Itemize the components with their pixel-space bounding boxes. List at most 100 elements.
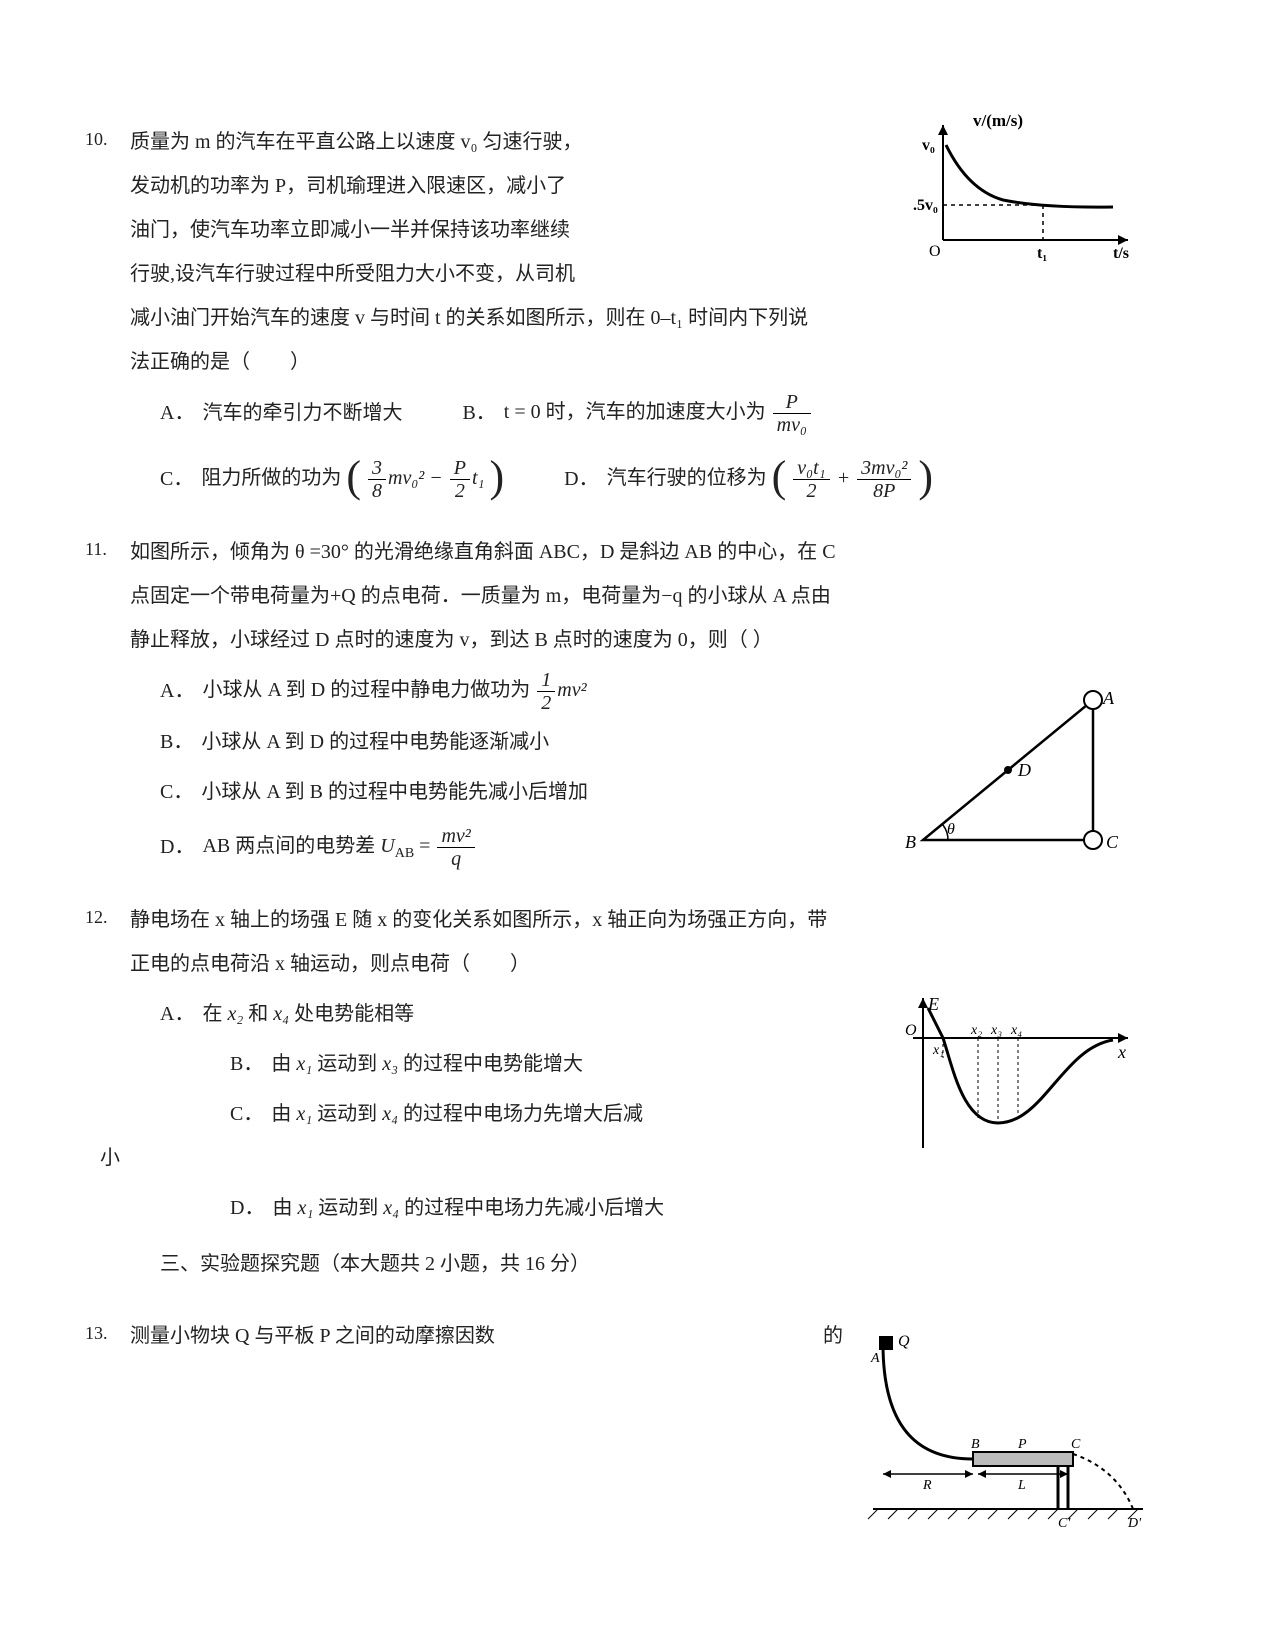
- t: 由: [272, 1197, 297, 1219]
- x: x₃: [382, 1053, 398, 1075]
- svg-text:C': C': [1058, 1516, 1071, 1531]
- svg-text:v₀: v₀: [922, 137, 935, 154]
- text: 阻力所做的功为: [201, 467, 341, 489]
- option-text: 由 x₁ 运动到 x₄ 的过程中电场力先增大后减: [271, 1092, 643, 1136]
- q13-figure: Q A B P C: [853, 1324, 1153, 1550]
- q10-option-d: D． 汽车行驶的位移为 ( v₀t₁2 + 3mv₀²8P ): [564, 456, 933, 502]
- svg-text:t₁: t₁: [1037, 245, 1047, 262]
- option-text: 在 x₂ 和 x₄ 处电势能相等: [202, 992, 414, 1036]
- tail: mv₀²: [388, 467, 424, 489]
- section-3-title: 三、实验题探究题（本大题共 2 小题，共 16 分）: [130, 1242, 1093, 1286]
- tail: t₁: [472, 467, 485, 489]
- numerator: 3mv₀²: [857, 457, 911, 479]
- svg-text:x₂: x₂: [970, 1023, 982, 1038]
- denominator: 2: [450, 479, 470, 502]
- option-text: 汽车的牵引力不断增大: [202, 391, 402, 435]
- q10-option-c: C． 阻力所做的功为 ( 38mv₀² − P2t₁ ): [160, 456, 504, 502]
- option-text: 小球从 A 到 D 的过程中静电力做功为 12mv²: [202, 668, 586, 714]
- svg-text:0.5v₀: 0.5v₀: [913, 197, 938, 214]
- option-label: B．: [462, 391, 495, 435]
- t: 运动到: [312, 1053, 382, 1075]
- option-label: D．: [230, 1186, 264, 1230]
- option-text: 小球从 A 到 D 的过程中电势能逐渐减小: [201, 720, 549, 764]
- option-label: C．: [230, 1092, 263, 1136]
- q11-line: 点固定一个带电荷量为+Q 的点电荷．一质量为 m，电荷量为−q 的小球从 A 点…: [130, 574, 1093, 618]
- x: x₄: [382, 1103, 398, 1125]
- t: 在: [202, 1003, 227, 1025]
- question-number: 13.: [85, 1314, 108, 1354]
- numerator: 1: [537, 669, 555, 691]
- q10-figure: v/(m/s) v₀ 0.5v₀ O t₁ t/s: [913, 110, 1143, 286]
- option-label: C．: [160, 457, 193, 501]
- q11-line: 如图所示，倾角为 θ =30° 的光滑绝缘直角斜面 ABC，D 是斜边 AB 的…: [130, 530, 1093, 574]
- sub: AB: [395, 846, 414, 861]
- t: 处电势能相等: [289, 1003, 414, 1025]
- t: 和: [243, 1003, 273, 1025]
- svg-text:θ: θ: [947, 821, 955, 838]
- x: x₄: [383, 1197, 399, 1219]
- denominator: 2: [793, 479, 829, 502]
- svg-text:A: A: [1102, 688, 1115, 708]
- option-text: 由 x₁ 运动到 x₄ 的过程中电场力先减小后增大: [272, 1186, 664, 1230]
- q13-stem-left: 测量小物块 Q 与平板 P 之间的动摩擦因数: [130, 1314, 495, 1358]
- svg-text:O: O: [929, 243, 941, 260]
- svg-text:x₁: x₁: [932, 1043, 944, 1058]
- svg-text:A: A: [870, 1351, 880, 1366]
- question-number: 12.: [85, 898, 108, 938]
- option-label: D．: [160, 825, 194, 869]
- option-label: C．: [160, 770, 193, 814]
- q12-stem: 静电场在 x 轴上的场强 E 随 x 的变化关系如图所示，x 轴正向为场强正方向…: [130, 898, 1093, 986]
- q11-line: 静止释放，小球经过 D 点时的速度为 v，到达 B 点时的速度为 0，则（ ）: [130, 618, 1093, 662]
- denominator: mv₀: [773, 413, 811, 436]
- q10-line: 减小油门开始汽车的速度 v 与时间 t 的关系如图所示，则在 0–t₁ 时间内下…: [130, 296, 1093, 340]
- question-13: 13. 测量小物块 Q 与平板 P 之间的动摩擦因数 的 Q A B P C: [130, 1314, 1093, 1358]
- t: 的过程中电场力先增大后减: [398, 1103, 643, 1125]
- svg-text:B: B: [971, 1437, 980, 1452]
- option-label: D．: [564, 457, 598, 501]
- x: x₁: [296, 1103, 312, 1125]
- x: x₂: [227, 1003, 243, 1025]
- q12-option-d: D． 由 x₁ 运动到 x₄ 的过程中电场力先减小后增大: [160, 1186, 1093, 1230]
- question-number: 11.: [85, 530, 107, 570]
- svg-text:C: C: [1071, 1437, 1081, 1452]
- x: x₁: [296, 1053, 312, 1075]
- svg-text:E: E: [927, 994, 939, 1014]
- option-text: 阻力所做的功为 ( 38mv₀² − P2t₁ ): [201, 456, 504, 502]
- question-12: 12. 静电场在 x 轴上的场强 E 随 x 的变化关系如图所示，x 轴正向为场…: [130, 898, 1093, 1286]
- option-text: 小球从 A 到 B 的过程中电势能先减小后增加: [201, 770, 588, 814]
- svg-text:R: R: [922, 1478, 932, 1493]
- numerator: P: [450, 457, 470, 479]
- svg-text:C: C: [1106, 832, 1119, 852]
- text: AB 两点间的电势差: [202, 835, 375, 857]
- q12-line: 正电的点电荷沿 x 轴运动，则点电荷（ ）: [130, 942, 1093, 986]
- eq: =: [419, 835, 435, 857]
- t: 的过程中电场力先减小后增大: [399, 1197, 664, 1219]
- q10-option-a: A． 汽车的牵引力不断增大: [160, 391, 402, 435]
- q11-figure: A B C D θ: [903, 680, 1133, 886]
- q13-stem-right: 的: [823, 1314, 843, 1358]
- numerator: P: [773, 391, 811, 413]
- option-label: A．: [160, 669, 194, 713]
- numerator: mv²: [437, 825, 474, 847]
- text: t = 0 时，汽车的加速度大小为: [504, 401, 766, 423]
- option-label: B．: [160, 720, 193, 764]
- q10-line: 法正确的是（ ）: [130, 340, 1093, 384]
- option-label: A．: [160, 391, 194, 435]
- q12-line: 静电场在 x 轴上的场强 E 随 x 的变化关系如图所示，x 轴正向为场强正方向…: [130, 898, 1093, 942]
- option-text: AB 两点间的电势差 UAB = mv²q: [202, 824, 476, 870]
- option-label: A．: [160, 992, 194, 1036]
- svg-text:Q: Q: [898, 1333, 910, 1350]
- svg-text:x: x: [1117, 1042, 1126, 1062]
- svg-text:L: L: [1017, 1478, 1026, 1493]
- q12-options-2: D． 由 x₁ 运动到 x₄ 的过程中电场力先减小后增大: [130, 1186, 1093, 1230]
- svg-text:t/s: t/s: [1113, 245, 1129, 262]
- var: U: [380, 835, 394, 857]
- svg-text:B: B: [905, 832, 916, 852]
- option-label: B．: [230, 1042, 263, 1086]
- numerator: v₀t₁: [793, 457, 829, 479]
- question-number: 10.: [85, 120, 108, 160]
- denominator: 8P: [857, 479, 911, 502]
- x: x₄: [273, 1003, 289, 1025]
- denominator: 2: [537, 691, 555, 714]
- t: 由: [271, 1053, 296, 1075]
